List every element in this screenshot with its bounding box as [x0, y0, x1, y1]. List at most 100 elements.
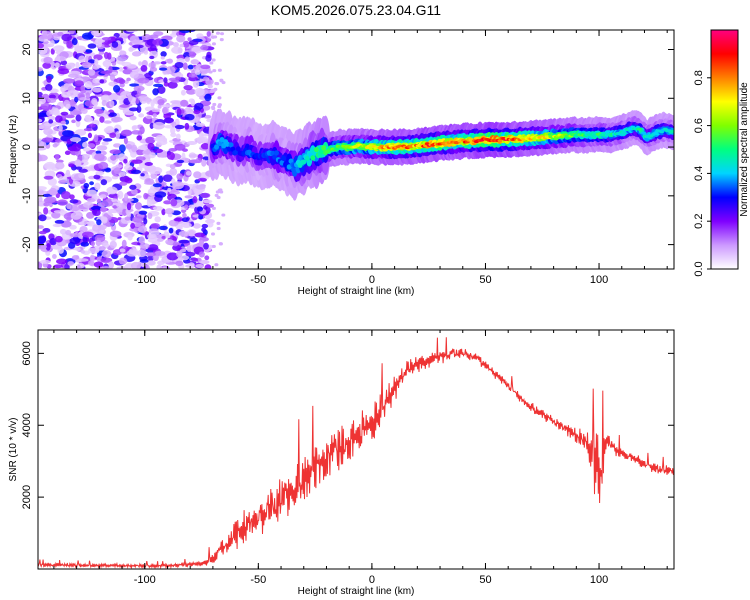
noise-blob — [131, 51, 142, 57]
noise-blob — [74, 80, 84, 87]
noise-blob — [131, 130, 142, 135]
noise-blob — [67, 261, 75, 266]
noise-blob — [87, 247, 100, 254]
noise-blob — [124, 177, 133, 184]
noise-blob — [65, 229, 72, 236]
noise-blob — [78, 55, 86, 63]
noise-blob — [42, 31, 53, 40]
noise-blob — [90, 241, 96, 247]
noise-blob — [188, 262, 195, 269]
noise-blob — [75, 61, 80, 70]
noise-blob — [145, 252, 157, 257]
noise-blob — [118, 67, 124, 72]
noise-blob — [119, 50, 127, 56]
snr-x-tick-label: 100 — [590, 574, 608, 586]
noise-blob — [178, 239, 190, 244]
noise-blob — [149, 55, 155, 60]
noise-blob — [219, 79, 224, 83]
noise-blob — [214, 193, 219, 198]
noise-blob — [198, 132, 204, 139]
noise-blob — [110, 154, 117, 161]
noise-blob — [55, 138, 62, 143]
noise-blob — [164, 208, 175, 215]
noise-blob — [170, 198, 178, 207]
noise-blob — [99, 194, 107, 199]
noise-blob — [53, 45, 65, 52]
noise-blob — [218, 188, 223, 192]
noise-blob — [86, 221, 92, 226]
ridge-cell — [304, 155, 310, 162]
noise-blob — [201, 227, 207, 233]
noise-blob — [221, 213, 226, 217]
noise-blob — [157, 85, 166, 94]
noise-blob — [132, 44, 144, 49]
ridge-cell — [301, 159, 307, 165]
noise-blob — [132, 39, 144, 44]
noise-blob — [64, 114, 75, 119]
colorbar: 0.0 0.2 0.4 0.6 0.8 Normalized spectral ampli… — [693, 29, 750, 277]
noise-blob — [69, 110, 82, 116]
spectrogram-x-axis-label: Height of straight line (km) — [298, 286, 415, 297]
noise-blob — [161, 104, 172, 108]
noise-blob — [61, 191, 71, 200]
noise-blob — [43, 56, 53, 64]
noise-blob — [92, 78, 101, 84]
spectrogram-y-tick-label: -10 — [21, 188, 33, 204]
noise-blob — [179, 30, 191, 34]
noise-blob — [90, 205, 102, 211]
noise-blob — [176, 133, 181, 140]
noise-blob — [43, 127, 53, 136]
noise-blob — [158, 175, 164, 183]
noise-blob — [194, 87, 205, 96]
noise-blob — [43, 122, 55, 127]
noise-blob — [109, 208, 116, 213]
noise-blob — [162, 174, 173, 182]
noise-blob — [171, 121, 177, 128]
noise-blob — [167, 187, 172, 192]
spectrogram-y-tick-label: 0 — [21, 144, 33, 150]
noise-blob — [94, 182, 101, 191]
noise-blob — [142, 149, 152, 156]
noise-blob — [74, 159, 82, 166]
noise-blob — [165, 239, 174, 245]
noise-blob — [38, 91, 43, 97]
noise-blob — [117, 190, 124, 200]
noise-blob — [118, 153, 126, 161]
noise-blob — [109, 240, 117, 249]
noise-blob — [76, 258, 89, 262]
noise-blob — [200, 64, 211, 70]
noise-blob — [123, 165, 133, 171]
noise-blob — [137, 77, 150, 84]
noise-blob — [119, 248, 126, 253]
noise-blob — [54, 235, 63, 243]
noise-blob — [83, 182, 90, 189]
noise-blob — [95, 170, 105, 176]
noise-blob — [163, 200, 172, 205]
noise-blob — [124, 192, 129, 202]
noise-blob — [60, 120, 67, 125]
ridge-cell — [310, 155, 316, 161]
ridge-cell — [219, 136, 225, 143]
noise-blob — [118, 257, 128, 265]
noise-blob — [68, 163, 75, 168]
noise-blob — [193, 171, 202, 179]
noise-blob — [203, 204, 208, 211]
noise-blob — [82, 201, 94, 208]
noise-blob — [163, 77, 168, 84]
noise-blob — [112, 205, 117, 209]
noise-blob — [121, 239, 127, 248]
noise-blob — [215, 82, 220, 86]
colorbar-tick-label: 0.2 — [693, 214, 705, 229]
noise-blob — [103, 127, 115, 134]
noise-blob — [65, 62, 76, 70]
noise-blob — [102, 138, 113, 142]
noise-blob — [138, 95, 149, 102]
noise-blob — [216, 31, 221, 35]
noise-blob — [135, 149, 145, 156]
noise-blob — [178, 230, 189, 237]
noise-blob — [166, 151, 176, 160]
noise-blob — [154, 191, 167, 198]
noise-blob — [60, 60, 68, 66]
noise-blob — [38, 196, 43, 203]
noise-blob — [147, 142, 155, 151]
